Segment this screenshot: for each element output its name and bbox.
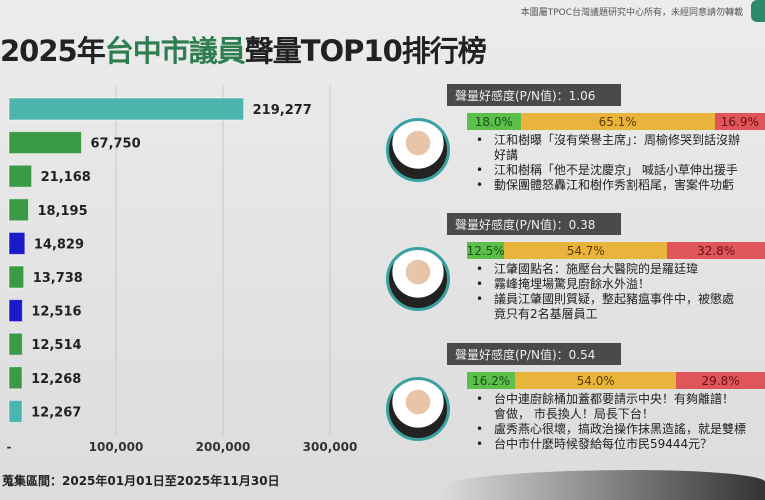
negative-segment: 16.9% xyxy=(714,113,765,130)
sentiment-bar: 16.2% 54.0% 29.8% xyxy=(467,372,765,389)
candidate-photo xyxy=(386,118,450,182)
news-item: 台中連廚餘桶加蓋都要請示中央！有夠離譜！ xyxy=(476,392,765,407)
news-item: 台中市什麼時候發給每位市民59444元？ xyxy=(476,437,765,452)
neutral-segment: 54.7% xyxy=(504,242,668,259)
x-tick-label: 200,000 xyxy=(196,440,251,454)
bar xyxy=(8,399,23,423)
negative-segment: 29.8% xyxy=(676,372,765,389)
bar xyxy=(8,97,245,121)
bar xyxy=(8,332,23,356)
bar xyxy=(8,366,23,390)
page-title: 2025年台中市議員聲量TOP10排行榜 xyxy=(0,28,487,70)
news-list: 江和樹曝「沒有榮譽主席」：周榆修哭到話沒辦好講江和樹稱「他不是沈慶京」 喊話小草… xyxy=(476,133,765,193)
bar-value-label: 12,268 xyxy=(31,372,81,387)
news-item: 動保團體怒轟江和樹作秀割稻尾，害案件功虧 xyxy=(476,178,765,193)
sentiment-bar: 18.0% 65.1% 16.9% xyxy=(467,113,765,130)
bar xyxy=(8,265,25,289)
positive-segment: 12.5% xyxy=(467,242,505,259)
date-range: 蒐集區間：2025年01月01日至2025年11月30日 xyxy=(2,474,280,488)
news-list: 江肇國點名：施壓台大醫院的是羅廷瑋霧峰掩埋場驚見廚餘水外溢！議員江肇國則質疑，整… xyxy=(476,262,765,322)
bar xyxy=(8,164,33,188)
news-item: 會做， 市長換人！局長下台！ xyxy=(494,407,654,421)
bar-value-label: 12,267 xyxy=(31,405,81,420)
news-item: 江肇國點名：施壓台大醫院的是羅廷瑋 xyxy=(476,262,765,277)
pn-value-label: 聲量好感度(P/N值)：1.06 xyxy=(447,84,621,106)
neutral-segment: 54.0% xyxy=(515,372,677,389)
bar xyxy=(8,231,26,255)
news-item: 議員江肇國則質疑，整起豬瘟事件中，被懲處 xyxy=(476,292,765,307)
x-tick-label: 300,000 xyxy=(303,440,358,454)
negative-segment: 32.8% xyxy=(667,242,765,259)
news-item: 江和樹稱「他不是沈慶京」 喊話小草伸出援手 xyxy=(476,163,765,178)
decorative-wave xyxy=(440,470,765,500)
sentiment-bar: 12.5% 54.7% 32.8% xyxy=(467,242,765,259)
bar-value-label: 18,195 xyxy=(37,204,87,219)
x-tick-label: - xyxy=(7,440,12,454)
bar-chart: - 100,000 200,000 300,000 219,277 67,750 21,16… xyxy=(7,85,358,454)
bar-value-label: 12,514 xyxy=(31,338,81,353)
pn-value-label: 聲量好感度(P/N值)：0.38 xyxy=(447,213,621,235)
news-item: 霧峰掩埋場驚見廚餘水外溢！ xyxy=(476,277,765,292)
bar-value-label: 14,829 xyxy=(34,237,84,252)
bar-value-label: 21,168 xyxy=(41,170,91,185)
news-item: 江和樹曝「沒有榮譽主席」：周榆修哭到話沒辦 xyxy=(476,133,765,148)
candidate-photo xyxy=(386,247,450,311)
bar xyxy=(8,299,23,323)
bar xyxy=(8,131,82,155)
copyright-notice: 本圖屬TPOC台灣議題研究中心所有，未經同意請勿轉載 xyxy=(520,8,743,18)
tpoc-logo xyxy=(751,0,765,22)
title-highlight: 台中市議員 xyxy=(104,34,246,68)
bar-value-label: 13,738 xyxy=(33,271,83,286)
news-item: 好講 xyxy=(494,148,519,162)
news-item: 盧秀燕心很壞，搞政治操作抹黑造謠，就是雙標 xyxy=(476,422,765,437)
title-year: 2025年 xyxy=(0,34,106,68)
positive-segment: 18.0% xyxy=(467,113,521,130)
candidate-photo xyxy=(386,377,450,441)
positive-segment: 16.2% xyxy=(467,372,516,389)
bar-value-label: 12,516 xyxy=(31,305,81,320)
neutral-segment: 65.1% xyxy=(520,113,715,130)
news-list: 台中連廚餘桶加蓋都要請示中央！有夠離譜！會做， 市長換人！局長下台！盧秀燕心很壞… xyxy=(476,392,765,452)
title-rest: 聲量TOP10排行榜 xyxy=(244,34,487,68)
bar xyxy=(8,198,29,222)
news-item: 竟只有2名基層員工 xyxy=(494,307,598,321)
bar-value-label: 67,750 xyxy=(90,137,140,152)
x-tick-label: 100,000 xyxy=(89,440,144,454)
pn-value-label: 聲量好感度(P/N值)：0.54 xyxy=(447,343,621,365)
bar-value-label: 219,277 xyxy=(253,103,312,118)
